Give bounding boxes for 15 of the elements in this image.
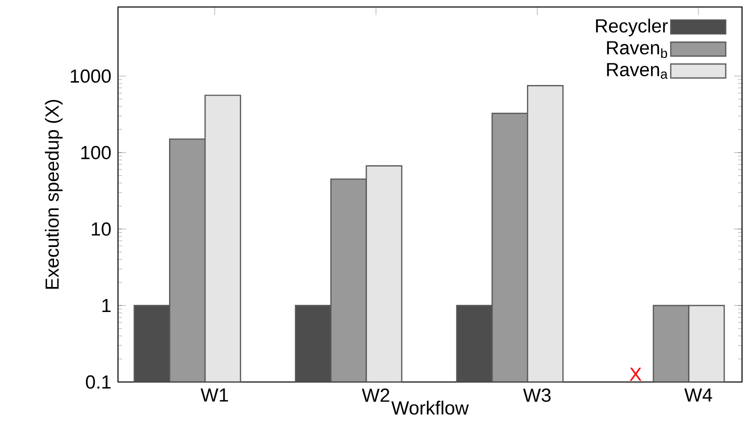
y-tick-label: 1000 — [70, 69, 111, 83]
y-tick-label: 100 — [81, 146, 111, 160]
x-tick-label: W1 — [200, 388, 228, 402]
y-tick-label: 10 — [92, 222, 111, 236]
x-tick-label: W4 — [684, 388, 712, 402]
legend-label: Recycler — [596, 18, 668, 36]
legend-label: Raven$_{b}$ — [607, 41, 668, 58]
x-axis-title: Workflow — [391, 400, 469, 415]
annotation: X — [630, 368, 642, 381]
legend-label: Raven$_{a}$ — [607, 63, 668, 79]
y-tick-label: 0.1 — [86, 375, 111, 389]
x-tick-label: W3 — [523, 388, 551, 402]
y-axis-title: Execution speedup (X) — [44, 100, 63, 289]
y-tick-label: 1 — [102, 299, 111, 312]
x-tick-label: W2 — [362, 388, 390, 402]
